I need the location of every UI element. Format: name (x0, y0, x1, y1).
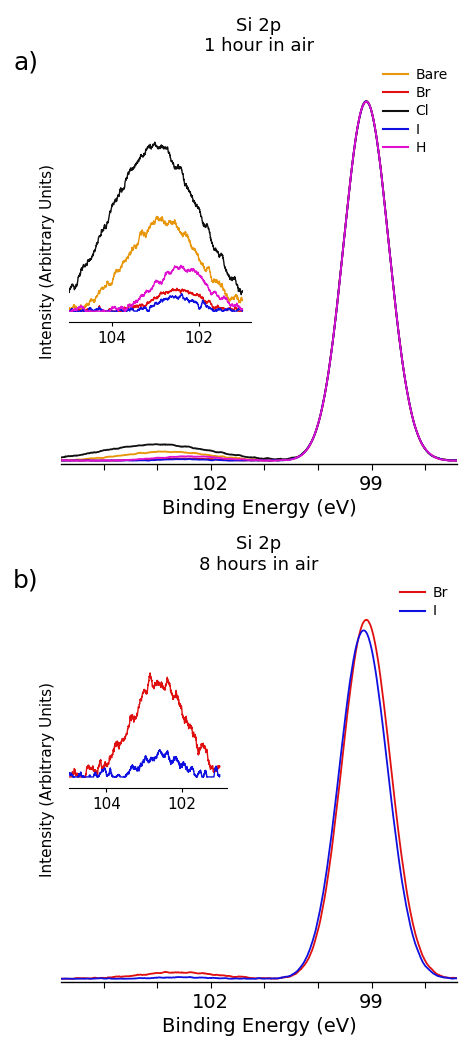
Title: Si 2p
1 hour in air: Si 2p 1 hour in air (204, 17, 314, 56)
X-axis label: Binding Energy (eV): Binding Energy (eV) (162, 1017, 356, 1036)
Text: b): b) (13, 569, 39, 593)
Y-axis label: Intensity (Arbitrary Units): Intensity (Arbitrary Units) (40, 682, 55, 877)
Text: a): a) (13, 51, 38, 75)
Legend: Bare, Br, Cl, I, H: Bare, Br, Cl, I, H (381, 65, 450, 158)
Legend: Br, I: Br, I (398, 583, 450, 621)
Y-axis label: Intensity (Arbitrary Units): Intensity (Arbitrary Units) (40, 164, 55, 359)
X-axis label: Binding Energy (eV): Binding Energy (eV) (162, 499, 356, 518)
Title: Si 2p
8 hours in air: Si 2p 8 hours in air (199, 535, 319, 574)
